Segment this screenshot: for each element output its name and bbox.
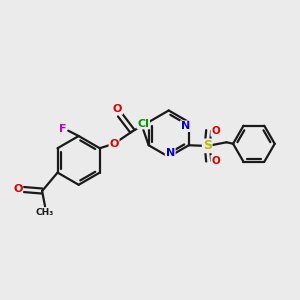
Text: N: N: [181, 121, 190, 131]
Text: O: O: [211, 156, 220, 166]
Text: O: O: [211, 126, 220, 136]
Text: Cl: Cl: [137, 118, 149, 128]
Text: O: O: [13, 184, 22, 194]
Text: CH₃: CH₃: [36, 208, 54, 217]
Text: O: O: [113, 104, 122, 114]
Text: S: S: [203, 139, 212, 152]
Text: O: O: [110, 139, 119, 149]
Text: F: F: [58, 124, 66, 134]
Text: N: N: [166, 148, 175, 158]
